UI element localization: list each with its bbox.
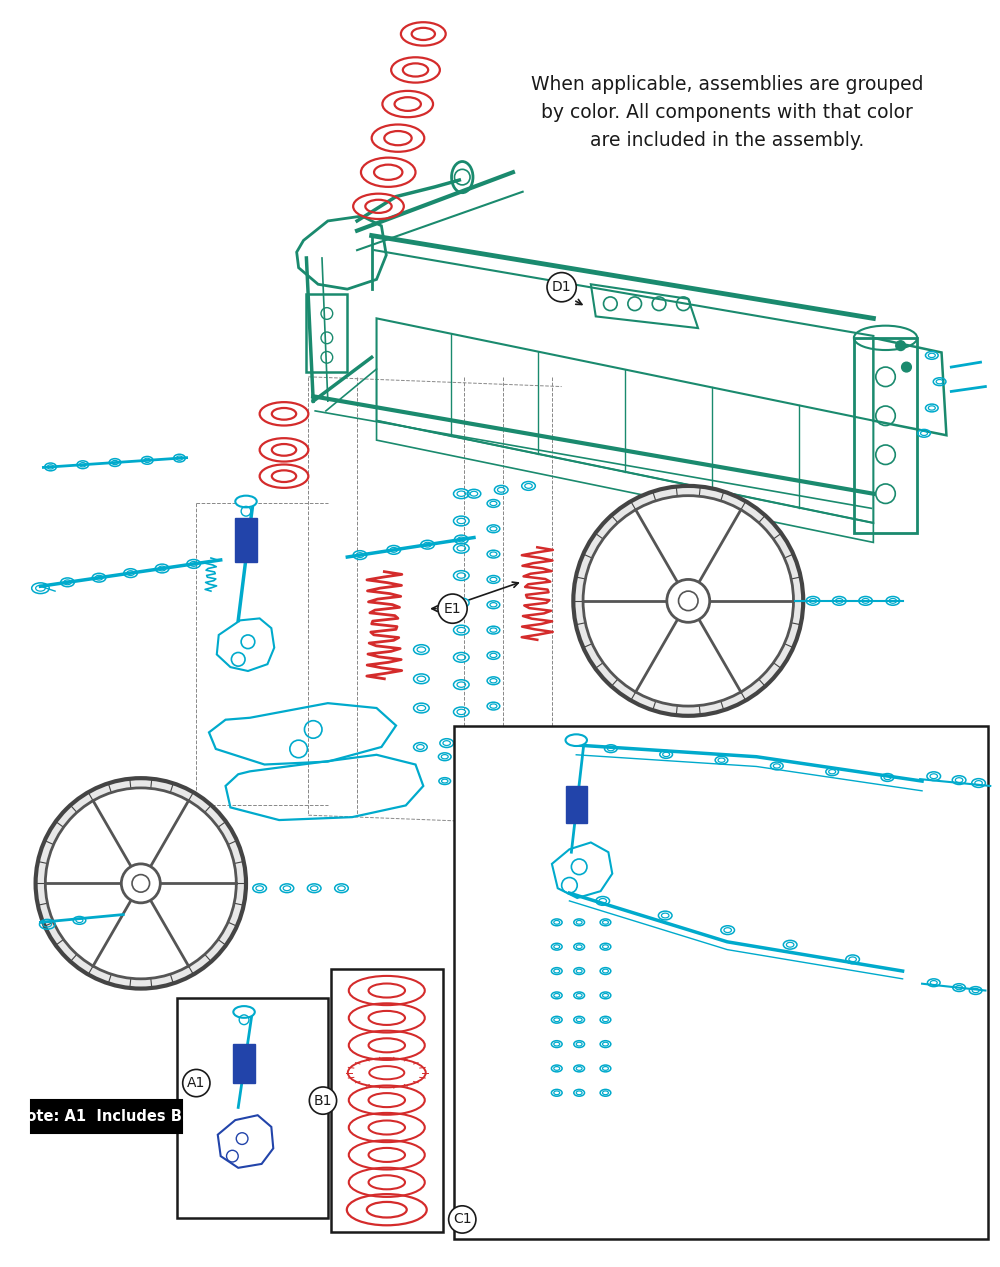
Bar — [331, 969, 443, 1232]
Circle shape — [547, 272, 576, 302]
Ellipse shape — [233, 1006, 255, 1017]
Bar — [566, 786, 587, 824]
Circle shape — [121, 864, 160, 903]
Text: E1: E1 — [444, 602, 461, 616]
Circle shape — [309, 1087, 337, 1114]
Circle shape — [45, 788, 236, 979]
Text: B1: B1 — [314, 1093, 332, 1107]
Circle shape — [183, 1069, 210, 1097]
Bar — [233, 1044, 255, 1083]
Text: D1: D1 — [552, 280, 571, 294]
Circle shape — [583, 495, 793, 706]
Bar — [454, 726, 988, 1239]
Text: When applicable, assemblies are grouped
by color. All components with that color: When applicable, assemblies are grouped … — [531, 75, 923, 150]
Circle shape — [449, 1206, 476, 1233]
Ellipse shape — [566, 735, 587, 746]
Text: A1: A1 — [187, 1076, 206, 1090]
Circle shape — [667, 579, 710, 622]
Bar — [31, 1100, 182, 1133]
Bar — [177, 998, 328, 1218]
Circle shape — [36, 778, 246, 988]
Circle shape — [438, 594, 467, 623]
Circle shape — [896, 341, 906, 351]
Bar — [235, 518, 257, 561]
Text: C1: C1 — [453, 1213, 472, 1226]
Circle shape — [573, 487, 803, 716]
Ellipse shape — [235, 495, 257, 507]
Circle shape — [902, 362, 911, 372]
Bar — [854, 338, 917, 532]
Text: Note: A1  Includes B1.: Note: A1 Includes B1. — [14, 1109, 198, 1124]
